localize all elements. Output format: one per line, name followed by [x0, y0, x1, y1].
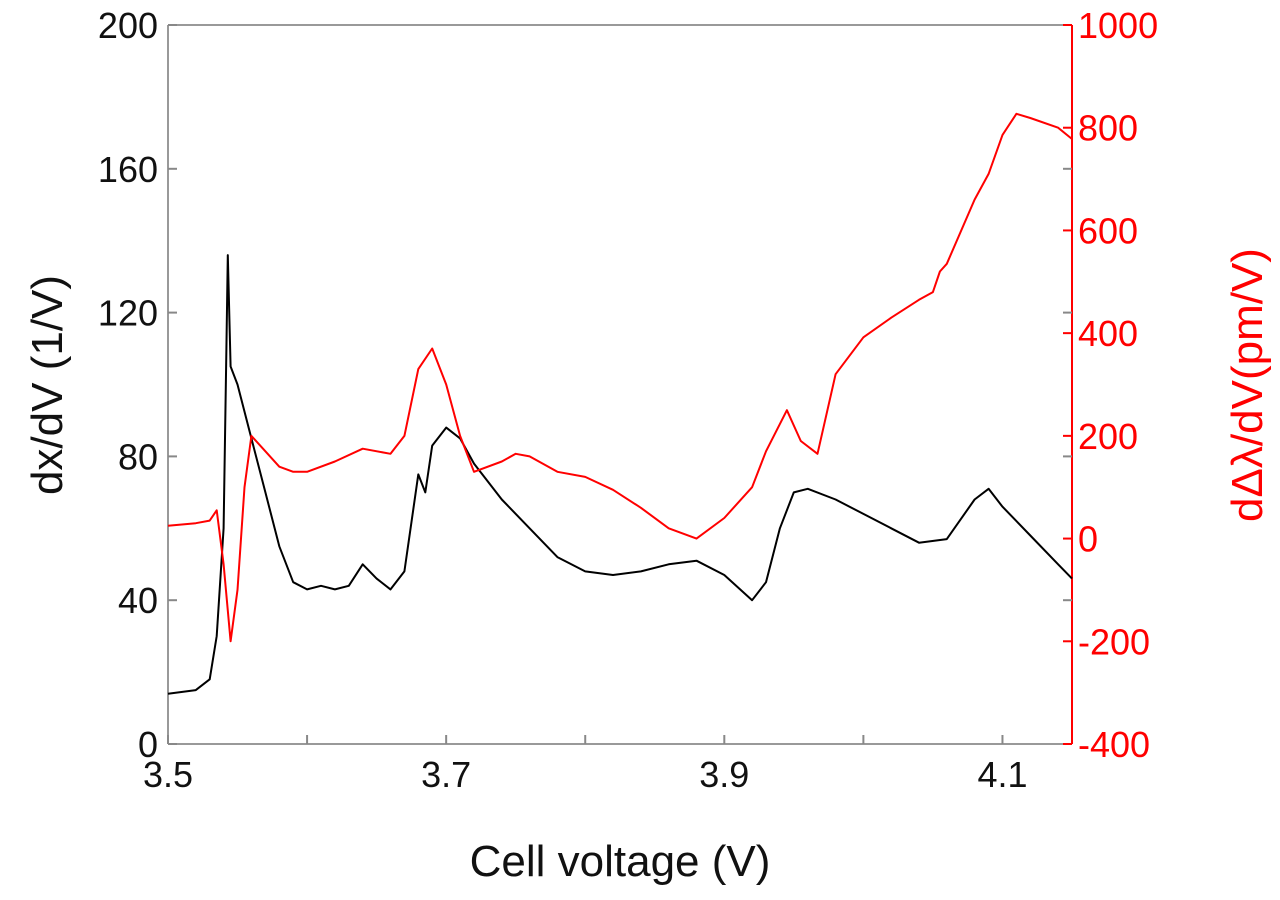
y2-tick-label: 1000 [1078, 5, 1158, 46]
y2-tick-label: 600 [1078, 210, 1138, 251]
y-tick-label: 200 [98, 5, 158, 46]
x-tick-label: 4.1 [977, 754, 1027, 795]
y2-tick-label: 0 [1078, 519, 1098, 560]
x-tick-label: 3.9 [699, 754, 749, 795]
y2-tick-label: -400 [1078, 724, 1150, 765]
x-tick-label: 3.7 [421, 754, 471, 795]
y2-tick-label: -200 [1078, 621, 1150, 662]
y2-tick-label: 200 [1078, 416, 1138, 457]
y-tick-label: 40 [118, 580, 158, 621]
y-axis-title: dx/dV (1/V) [23, 275, 72, 495]
y2-axis-title: dΔλ/dV(pm/V) [1223, 248, 1272, 522]
y-tick-label: 80 [118, 436, 158, 477]
series-line-right [167, 112, 1073, 643]
series-lines [167, 112, 1073, 695]
plot-frame [167, 24, 1073, 745]
series-line-left [167, 254, 1073, 695]
y-tick-label: 0 [138, 724, 158, 765]
y2-tick-label: 800 [1078, 108, 1138, 149]
x-tick-label: 3.5 [143, 754, 193, 795]
y-tick-label: 160 [98, 149, 158, 190]
x-axis-title: Cell voltage (V) [470, 837, 771, 886]
y-tick-label: 120 [98, 293, 158, 334]
axis-ticks [167, 24, 1072, 745]
y2-tick-label: 400 [1078, 313, 1138, 354]
tick-labels: 3.5 3.7 3.9 4.1 0 40 80 120 160 200 -400 -200 0 200 40… [98, 5, 1158, 795]
